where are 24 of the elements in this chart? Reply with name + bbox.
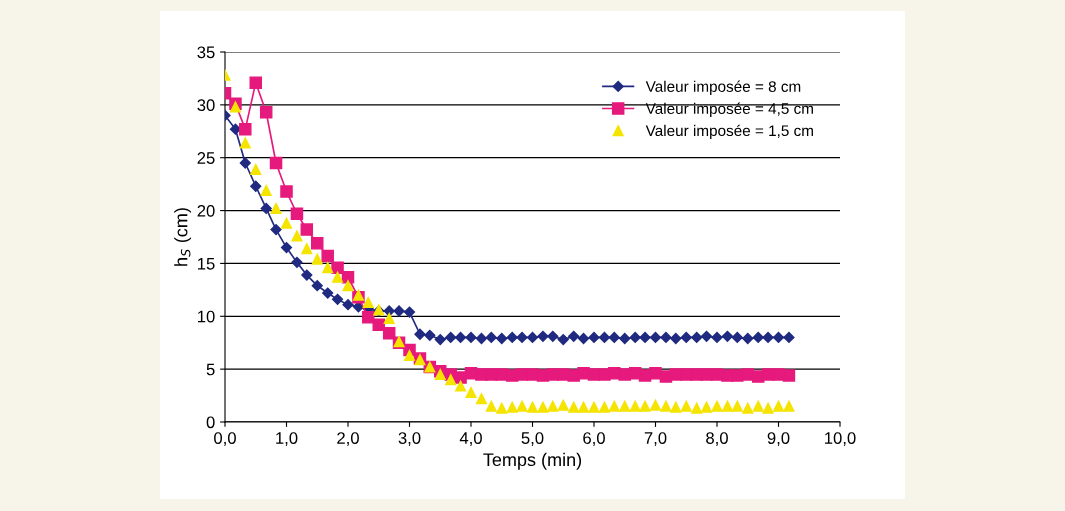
y-tick-label: 10 [198, 310, 215, 323]
y-tick-label: 30 [197, 99, 215, 112]
y-tick-label: 35 [197, 46, 215, 59]
x-tick-label: 7,0 [644, 432, 667, 446]
x-tick-label: 8,0 [706, 432, 728, 446]
x-tick-label: 5,0 [521, 432, 544, 446]
x-tick-label: 10,0 [825, 432, 856, 446]
y-tick-label: 25 [197, 152, 215, 164]
y-axis-title: h$_{S}$ (cm) [174, 208, 192, 266]
y-tick-label: 15 [198, 258, 215, 270]
legend-label: Valeur imposée = 1,5 cm [645, 124, 813, 140]
x-tick-label: 6,0 [583, 432, 605, 446]
y-tick-label: 20 [197, 204, 215, 217]
x-tick-label: 2,0 [337, 432, 359, 446]
x-tick-label: 9,0 [767, 432, 790, 446]
x-tick-label: 1,0 [276, 432, 298, 446]
legend-label: Valeur imposée = 8 cm [645, 80, 801, 95]
y-tick-label: 5 [206, 363, 215, 376]
legend-label: Valeur imposée = 4,5 cm [645, 102, 813, 118]
x-tick-label: 4,0 [459, 432, 482, 446]
y-tick-label: 0 [206, 416, 215, 429]
x-tick-label: 0,0 [214, 432, 236, 446]
x-axis-title: Temps (min) [483, 452, 582, 470]
x-tick-label: 3,0 [398, 432, 421, 446]
